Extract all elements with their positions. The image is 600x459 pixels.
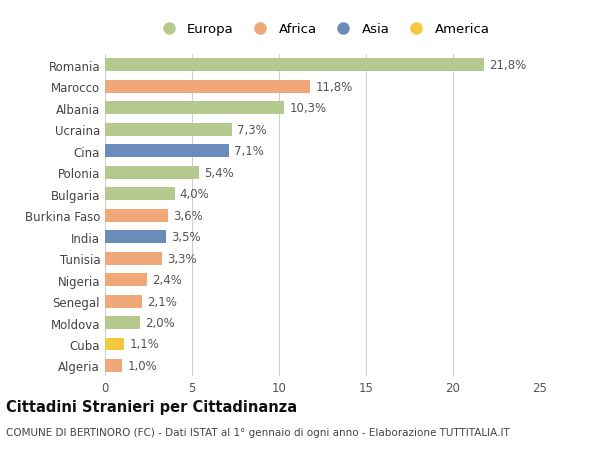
- Bar: [105, 209, 167, 222]
- Text: 2,1%: 2,1%: [147, 295, 176, 308]
- Bar: [105, 338, 124, 351]
- Bar: [105, 359, 122, 372]
- Bar: [105, 81, 310, 94]
- Text: 1,1%: 1,1%: [130, 338, 159, 351]
- Text: 5,4%: 5,4%: [204, 167, 234, 179]
- Text: 2,4%: 2,4%: [152, 274, 182, 286]
- Text: 11,8%: 11,8%: [316, 81, 353, 94]
- Text: 10,3%: 10,3%: [289, 102, 326, 115]
- Legend: Europa, Africa, Asia, America: Europa, Africa, Asia, America: [155, 23, 490, 36]
- Text: 4,0%: 4,0%: [180, 188, 209, 201]
- Text: 1,0%: 1,0%: [128, 359, 157, 372]
- Bar: [105, 274, 147, 286]
- Bar: [105, 59, 484, 72]
- Text: 2,0%: 2,0%: [145, 316, 175, 329]
- Text: 7,1%: 7,1%: [234, 145, 263, 158]
- Text: 3,6%: 3,6%: [173, 209, 203, 222]
- Bar: [105, 145, 229, 158]
- Bar: [105, 295, 142, 308]
- Text: 7,3%: 7,3%: [237, 123, 267, 136]
- Bar: [105, 188, 175, 201]
- Text: COMUNE DI BERTINORO (FC) - Dati ISTAT al 1° gennaio di ogni anno - Elaborazione : COMUNE DI BERTINORO (FC) - Dati ISTAT al…: [6, 427, 510, 437]
- Text: 3,5%: 3,5%: [171, 231, 201, 244]
- Text: Cittadini Stranieri per Cittadinanza: Cittadini Stranieri per Cittadinanza: [6, 399, 297, 414]
- Bar: [105, 316, 140, 329]
- Bar: [105, 102, 284, 115]
- Text: 3,3%: 3,3%: [167, 252, 197, 265]
- Bar: [105, 123, 232, 136]
- Bar: [105, 231, 166, 244]
- Bar: [105, 167, 199, 179]
- Bar: [105, 252, 163, 265]
- Text: 21,8%: 21,8%: [490, 59, 527, 72]
